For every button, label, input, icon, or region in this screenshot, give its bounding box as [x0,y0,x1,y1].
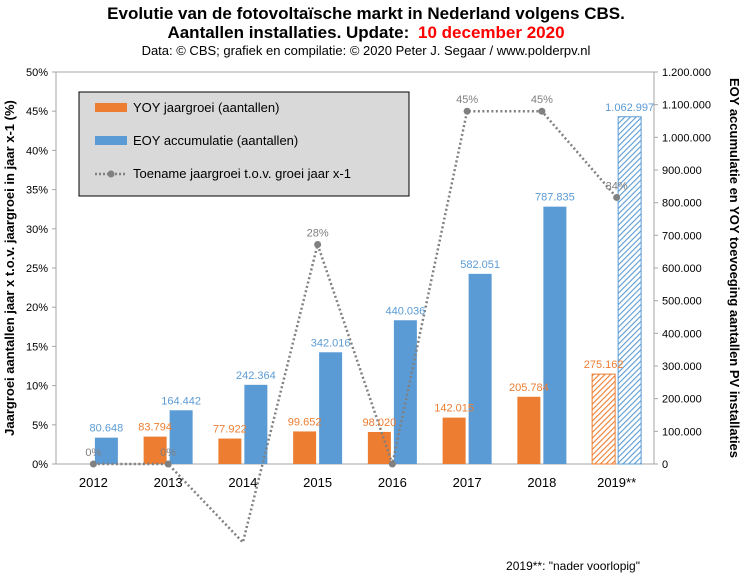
yoy-data-label: 142.015 [434,403,474,415]
eoy-data-label: 1.062.997 [605,102,654,114]
bars [94,116,642,465]
left-axis-label: Jaargroei aantallen jaar x t.o.v. jaargr… [2,100,17,436]
left-tick-label: 25% [26,263,48,275]
right-tick-label: 700.000 [662,230,702,242]
eoy-data-label: 582.051 [460,259,500,271]
right-tick-label: 100.000 [662,426,702,438]
yoy-bar [517,396,541,464]
right-tick-label: 500.000 [662,296,702,308]
x-tick-label: 2015 [303,475,332,490]
yoy-bar [442,417,466,464]
left-tick-label: 5% [32,420,48,432]
eoy-data-label: 440.036 [385,305,425,317]
growth-data-label: 0% [85,447,101,459]
legend-swatch-eoy [95,136,127,145]
growth-data-label: 45% [531,94,553,106]
legend-label-yoy: YOY jaargroei (aantallen) [133,100,279,115]
yoy-data-label: 205.784 [509,382,549,394]
growth-data-label: 28% [307,227,329,239]
eoy-data-label: 342.016 [311,337,351,349]
yoy-data-label: 83.794 [138,422,172,434]
eoy-bar [393,320,417,464]
chart-title-line2-text: Aantallen installaties. Update: [167,23,409,42]
x-tick-label: 2017 [453,475,482,490]
growth-line-point [164,460,172,468]
left-tick-label: 45% [26,106,48,118]
right-tick-label: 1.100.000 [662,100,711,112]
yoy-data-label: 77.922 [213,424,247,436]
x-tick-label: 2012 [79,475,108,490]
eoy-bar [169,410,193,464]
eoy-bar [617,116,642,465]
growth-data-label: 34% [606,180,628,192]
x-tick-label: 2019** [597,475,636,490]
right-tick-label: 300.000 [662,361,702,373]
eoy-bar [244,384,268,464]
right-tick-label: 400.000 [662,328,702,340]
chart-title: Evolutie van de fotovoltaïsche markt in … [107,4,625,23]
eoy-bar [543,206,567,464]
left-tick-label: 10% [26,381,48,393]
right-axis-label: EOY accumulatie en YOY toevoeging aantal… [727,78,742,458]
right-tick-label: 600.000 [662,263,702,275]
growth-line-point [613,193,621,201]
right-axis-ticks: 0 100.000 200.000 300.000 400.000 500.000 600.… [654,67,711,471]
yoy-bar [591,373,616,465]
growth-line-point [388,460,396,468]
eoy-data-label: 787.835 [535,192,575,204]
yoy-data-label: 99.652 [288,416,322,428]
right-tick-label: 200.000 [662,394,702,406]
growth-line-series [89,107,621,545]
left-tick-label: 50% [26,67,48,79]
yoy-bar [143,436,167,464]
growth-line-point [538,107,546,115]
left-tick-label: 30% [26,224,48,236]
eoy-data-label: 80.648 [90,423,124,435]
right-tick-label: 800.000 [662,198,702,210]
x-tick-label: 2018 [527,475,556,490]
yoy-data-label: 98.020 [363,417,397,429]
footnote: 2019**: "nader voorlopig" [506,559,640,573]
data-labels: 83.794 77.922 99.652 98.020 142.015 205.784 27… [85,94,654,459]
x-tick-label: 2013 [154,475,183,490]
yoy-bar [293,431,317,464]
left-tick-label: 20% [26,302,48,314]
left-tick-label: 35% [26,185,48,197]
growth-line-point [314,240,322,248]
yoy-bar [367,431,391,464]
legend-label-eoy: EOY accumulatie (aantallen) [133,133,298,148]
legend-label-line: Toename jaargroei t.o.v. groei jaar x-1 [133,166,351,181]
growth-data-label: 0% [160,447,176,459]
legend-marker-line [107,170,115,178]
eoy-bar [94,437,118,464]
eoy-bar [468,273,492,464]
x-tick-label: 2014 [228,475,257,490]
eoy-bar [319,352,343,464]
chart-subtitle: Data: © CBS; grafiek en compilatie: © 20… [142,43,591,58]
right-tick-label: 1.000.000 [662,132,711,144]
x-axis-ticks: 2012 2013 2014 2015 2016 2017 2018 2019** [79,475,636,490]
legend-box [78,91,410,197]
growth-line-point [89,460,97,468]
yoy-bar [218,438,242,464]
growth-data-label: 45% [456,94,478,106]
right-tick-label: 0 [662,459,668,471]
right-tick-label: 900.000 [662,165,702,177]
left-tick-label: 0% [32,459,48,471]
right-tick-label: 1.200.000 [662,67,711,79]
chart-title-update-date: 10 december 2020 [418,23,565,42]
x-tick-label: 2016 [378,475,407,490]
left-tick-label: 15% [26,341,48,353]
legend-swatch-yoy [95,103,127,112]
legend: YOY jaargroei (aantallen) EOY accumulati… [78,91,410,197]
left-axis-ticks: 0% 5% 10% 15% 20% 25% 30% 35% 40% 45% 50% [26,67,56,471]
yoy-data-label: 275.162 [584,359,624,371]
eoy-data-label: 164.442 [161,395,201,407]
growth-line-point [463,107,471,115]
eoy-data-label: 242.364 [236,370,276,382]
left-tick-label: 40% [26,145,48,157]
chart-title-line2: Aantallen installaties. Update: 10 decem… [167,23,564,42]
